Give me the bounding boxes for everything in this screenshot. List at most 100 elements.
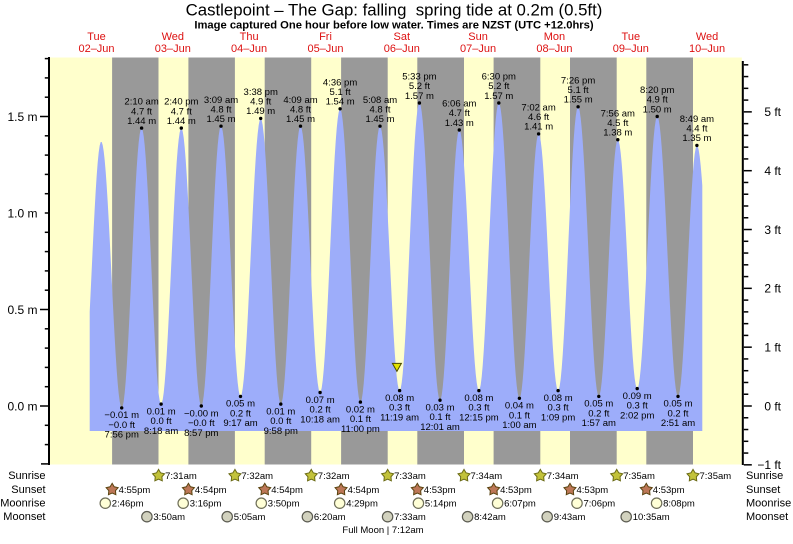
svg-text:0.5 m: 0.5 m <box>7 303 37 317</box>
svg-text:0.3 ft: 0.3 ft <box>389 403 410 414</box>
svg-text:4:09 am: 4:09 am <box>283 95 317 106</box>
svg-text:7:56 pm: 7:56 pm <box>105 430 139 441</box>
svg-text:−0.0 ft: −0.0 ft <box>108 420 135 431</box>
svg-text:7:35am: 7:35am <box>700 471 732 482</box>
svg-text:8:42am: 8:42am <box>474 512 506 523</box>
svg-text:1.5 m: 1.5 m <box>7 110 37 124</box>
svg-text:Tue: Tue <box>622 31 641 43</box>
svg-text:5:33 pm: 5:33 pm <box>402 72 436 83</box>
svg-text:1:57 am: 1:57 am <box>582 418 616 429</box>
svg-text:0.03 m: 0.03 m <box>425 403 454 414</box>
svg-text:2:46pm: 2:46pm <box>112 499 144 510</box>
svg-text:4.8 ft: 4.8 ft <box>290 104 311 115</box>
svg-text:4:53pm: 4:53pm <box>577 485 609 496</box>
svg-text:0.0 ft: 0.0 ft <box>151 416 172 427</box>
svg-text:0.09 m: 0.09 m <box>623 391 652 402</box>
svg-text:1.45 m: 1.45 m <box>365 114 394 125</box>
svg-text:0.05 m: 0.05 m <box>226 399 255 410</box>
svg-text:Moonset: Moonset <box>746 511 788 523</box>
svg-text:0.07 m: 0.07 m <box>306 395 335 406</box>
svg-text:Moonrise: Moonrise <box>746 498 791 510</box>
svg-text:0.2 ft: 0.2 ft <box>230 408 251 419</box>
svg-text:Fri: Fri <box>319 31 332 43</box>
svg-text:Sunset: Sunset <box>746 484 780 496</box>
svg-text:4:36 pm: 4:36 pm <box>323 77 357 88</box>
svg-text:6:20am: 6:20am <box>314 512 346 523</box>
svg-text:6:06 am: 6:06 am <box>442 99 476 110</box>
svg-text:0.2 ft: 0.2 ft <box>667 408 688 419</box>
svg-text:4:29pm: 4:29pm <box>346 499 378 510</box>
svg-text:0.0 ft: 0.0 ft <box>270 416 291 427</box>
svg-text:0.04 m: 0.04 m <box>505 401 534 412</box>
svg-text:4:53pm: 4:53pm <box>653 485 685 496</box>
svg-text:1.57 m: 1.57 m <box>484 91 513 102</box>
svg-text:2:02 pm: 2:02 pm <box>620 410 654 421</box>
svg-text:6:07pm: 6:07pm <box>504 499 536 510</box>
svg-text:10:35am: 10:35am <box>633 512 670 523</box>
svg-text:0.1 ft: 0.1 ft <box>509 410 530 421</box>
svg-text:4.9 ft: 4.9 ft <box>250 97 271 108</box>
svg-text:4:53pm: 4:53pm <box>500 485 532 496</box>
svg-text:9:43am: 9:43am <box>554 512 586 523</box>
svg-text:−0.00 m: −0.00 m <box>184 408 219 419</box>
svg-text:4:55pm: 4:55pm <box>119 485 151 496</box>
svg-text:5.2 ft: 5.2 ft <box>488 81 509 92</box>
svg-text:0.01 m: 0.01 m <box>147 406 176 417</box>
svg-text:07–Jun: 07–Jun <box>460 43 496 55</box>
svg-text:7:02 am: 7:02 am <box>521 103 555 114</box>
svg-text:5 ft: 5 ft <box>764 105 781 119</box>
svg-text:7:26 pm: 7:26 pm <box>561 75 595 86</box>
svg-text:Sat: Sat <box>394 31 411 43</box>
svg-text:0.3 ft: 0.3 ft <box>468 403 489 414</box>
svg-text:5:14pm: 5:14pm <box>425 499 457 510</box>
svg-text:0.1 ft: 0.1 ft <box>350 414 371 425</box>
svg-text:0.1 ft: 0.1 ft <box>429 412 450 423</box>
svg-text:02–Jun: 02–Jun <box>78 43 114 55</box>
svg-text:1.49 m: 1.49 m <box>246 106 275 117</box>
svg-text:4.7 ft: 4.7 ft <box>171 106 192 117</box>
svg-text:1.38 m: 1.38 m <box>603 128 632 139</box>
svg-text:7:34am: 7:34am <box>547 471 579 482</box>
svg-text:0.08 m: 0.08 m <box>544 393 573 404</box>
svg-text:0.3 ft: 0.3 ft <box>627 401 648 412</box>
svg-text:2:40 pm: 2:40 pm <box>164 97 198 108</box>
svg-text:4:54pm: 4:54pm <box>348 485 380 496</box>
svg-text:0.0 m: 0.0 m <box>7 399 37 413</box>
svg-text:1.50 m: 1.50 m <box>643 104 672 115</box>
svg-text:4.9 ft: 4.9 ft <box>647 95 668 106</box>
svg-text:12:01 am: 12:01 am <box>420 422 460 433</box>
svg-text:8:49 am: 8:49 am <box>680 114 714 125</box>
svg-text:9:17 am: 9:17 am <box>223 418 257 429</box>
svg-text:7:56 am: 7:56 am <box>601 108 635 119</box>
svg-text:7:33am: 7:33am <box>394 512 426 523</box>
svg-text:7:06pm: 7:06pm <box>584 499 616 510</box>
svg-text:4.8 ft: 4.8 ft <box>210 104 231 115</box>
svg-text:−0.0 ft: −0.0 ft <box>188 418 215 429</box>
svg-text:8:20 pm: 8:20 pm <box>640 85 674 96</box>
svg-text:1.43 m: 1.43 m <box>445 118 474 129</box>
svg-text:1.45 m: 1.45 m <box>206 114 235 125</box>
svg-text:5.1 ft: 5.1 ft <box>330 87 351 98</box>
svg-text:8:18 am: 8:18 am <box>144 426 178 437</box>
svg-text:Mon: Mon <box>544 31 565 43</box>
svg-text:1.44 m: 1.44 m <box>127 116 156 127</box>
svg-text:1.0 m: 1.0 m <box>7 206 37 220</box>
svg-text:1:00 am: 1:00 am <box>502 420 536 431</box>
svg-text:3:09 am: 3:09 am <box>204 95 238 106</box>
svg-text:06–Jun: 06–Jun <box>384 43 420 55</box>
svg-text:Sunrise: Sunrise <box>8 470 45 482</box>
svg-text:04–Jun: 04–Jun <box>231 43 267 55</box>
svg-text:Sunrise: Sunrise <box>746 470 783 482</box>
svg-text:Moonrise: Moonrise <box>0 498 45 510</box>
svg-text:08–Jun: 08–Jun <box>536 43 572 55</box>
svg-text:4.6 ft: 4.6 ft <box>528 112 549 123</box>
svg-text:4.8 ft: 4.8 ft <box>369 104 390 115</box>
svg-text:−1 ft: −1 ft <box>757 458 781 472</box>
svg-text:−0.01 m: −0.01 m <box>104 410 139 421</box>
svg-text:09–Jun: 09–Jun <box>613 43 649 55</box>
svg-text:10:18 am: 10:18 am <box>300 414 340 425</box>
svg-text:4:54pm: 4:54pm <box>195 485 227 496</box>
svg-text:Thu: Thu <box>240 31 259 43</box>
svg-text:Castlepoint – The Gap: falling: Castlepoint – The Gap: falling spring ti… <box>186 1 603 20</box>
svg-text:0.2 ft: 0.2 ft <box>310 405 331 416</box>
